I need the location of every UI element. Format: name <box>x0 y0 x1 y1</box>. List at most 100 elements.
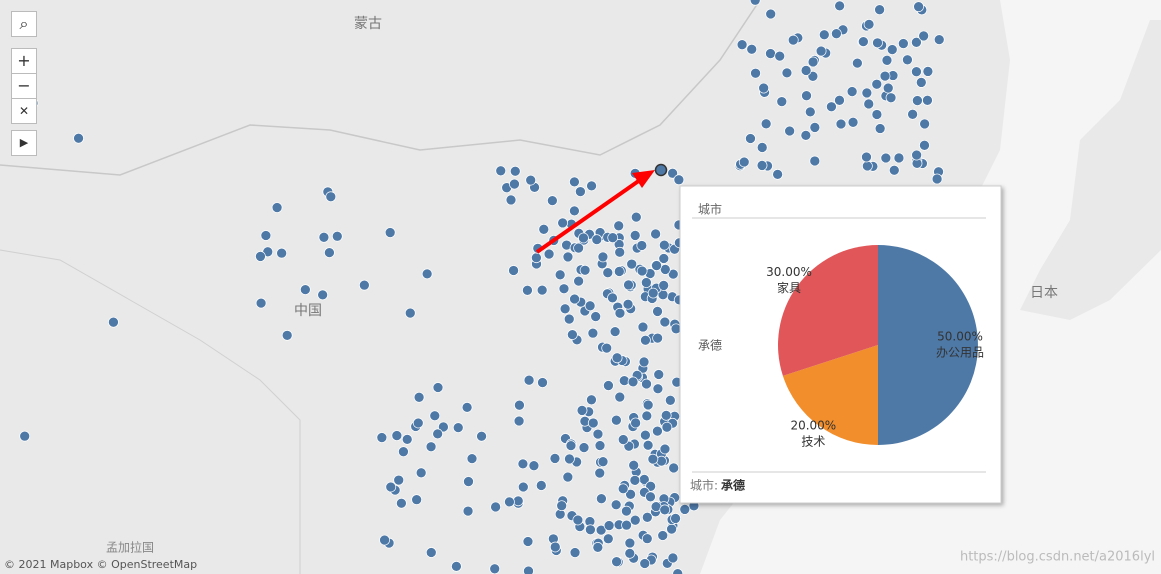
city-dot <box>807 56 819 68</box>
city-dot <box>652 425 663 437</box>
city-dot <box>641 277 652 288</box>
city-dot <box>738 156 750 168</box>
city-dot <box>636 265 648 277</box>
city-dot <box>645 491 656 503</box>
country-label: 蒙古 <box>354 16 382 32</box>
city-dot <box>624 548 636 559</box>
city-dot <box>623 279 634 291</box>
city-dot <box>317 289 328 301</box>
city-dot <box>396 497 407 509</box>
city-dot <box>613 266 625 277</box>
city-dot <box>271 202 283 213</box>
city-dot <box>886 44 898 55</box>
watermark: https://blog.csdn.net/a2016lyl <box>960 550 1155 565</box>
city-dot <box>913 1 924 13</box>
city-dot <box>621 519 632 531</box>
city-dot <box>578 442 590 453</box>
city-dot <box>452 422 464 433</box>
city-dot <box>610 499 622 511</box>
city-dot <box>679 504 691 515</box>
zoom-out[interactable]: − <box>11 73 37 99</box>
city-dot <box>765 8 777 20</box>
city-dot <box>872 37 883 49</box>
slice-value: 30.00% <box>766 265 812 279</box>
pie-slice <box>878 245 978 445</box>
city-dot <box>603 380 614 391</box>
city-dot <box>438 421 449 433</box>
zoom-in[interactable]: + <box>11 48 37 74</box>
city-dot <box>846 86 858 97</box>
city-dot <box>525 174 537 186</box>
city-dot <box>432 382 444 393</box>
city-dot <box>776 96 788 107</box>
city-dot <box>522 284 533 296</box>
city-dot <box>911 36 922 48</box>
city-dot <box>641 511 653 523</box>
city-dot <box>911 66 922 78</box>
city-dot <box>549 541 561 553</box>
city-dot <box>907 108 918 120</box>
city-dot <box>809 155 821 167</box>
city-dot <box>586 394 597 406</box>
city-dot <box>614 307 626 319</box>
city-dot <box>898 38 909 49</box>
city-dot <box>667 167 678 179</box>
city-dot <box>922 66 934 77</box>
city-dot <box>391 430 403 441</box>
reset[interactable]: ✕ <box>11 98 37 124</box>
city-dot <box>745 133 756 144</box>
city-dot <box>630 211 642 223</box>
city-dot <box>660 410 672 421</box>
city-dot <box>537 377 548 388</box>
city-dot <box>490 501 501 513</box>
city-dot <box>603 520 615 531</box>
city-dot <box>651 260 662 271</box>
city-dot <box>640 334 651 346</box>
city-dot <box>607 292 618 304</box>
search-button[interactable]: ⌕ <box>11 11 37 37</box>
city-dot <box>505 194 517 206</box>
city-dot <box>597 251 609 263</box>
city-dot <box>736 39 748 51</box>
selected-city[interactable] <box>654 163 668 177</box>
city-dot <box>874 4 885 16</box>
city-dot <box>756 160 768 171</box>
city-dot <box>637 321 649 333</box>
city-dot <box>641 533 653 545</box>
city-dot <box>384 227 396 238</box>
city-dot <box>628 459 640 471</box>
slice-value: 20.00% <box>790 418 836 432</box>
city-dot <box>624 537 636 549</box>
city-dot <box>659 316 671 328</box>
city-dot <box>871 78 883 90</box>
slice-value: 50.00% <box>937 330 983 344</box>
city-dot <box>630 417 641 429</box>
arrow <box>535 178 642 254</box>
city-dot <box>425 547 437 558</box>
city-dot <box>807 70 819 82</box>
city-dot <box>750 67 761 79</box>
city-dot <box>784 125 795 137</box>
pie-slice <box>778 245 878 376</box>
city-dot <box>879 70 891 82</box>
city-dot <box>557 217 568 229</box>
city-dot <box>276 247 288 259</box>
city-dot <box>463 476 474 487</box>
city-dot <box>601 342 613 354</box>
footer-label: 城市: <box>690 478 718 493</box>
city-dot <box>618 375 630 386</box>
city-dot <box>815 45 827 57</box>
expand[interactable]: ▶ <box>11 130 37 156</box>
city-dot <box>667 552 679 564</box>
city-dot <box>255 297 267 309</box>
city-dot <box>556 500 568 512</box>
arrow-head <box>632 170 655 188</box>
city-dot <box>592 542 604 553</box>
city-dot <box>543 248 555 260</box>
city-dot <box>591 234 603 245</box>
border <box>0 249 301 574</box>
city-dot <box>565 440 577 451</box>
city-dot <box>509 178 520 190</box>
city-dots <box>15 0 945 574</box>
